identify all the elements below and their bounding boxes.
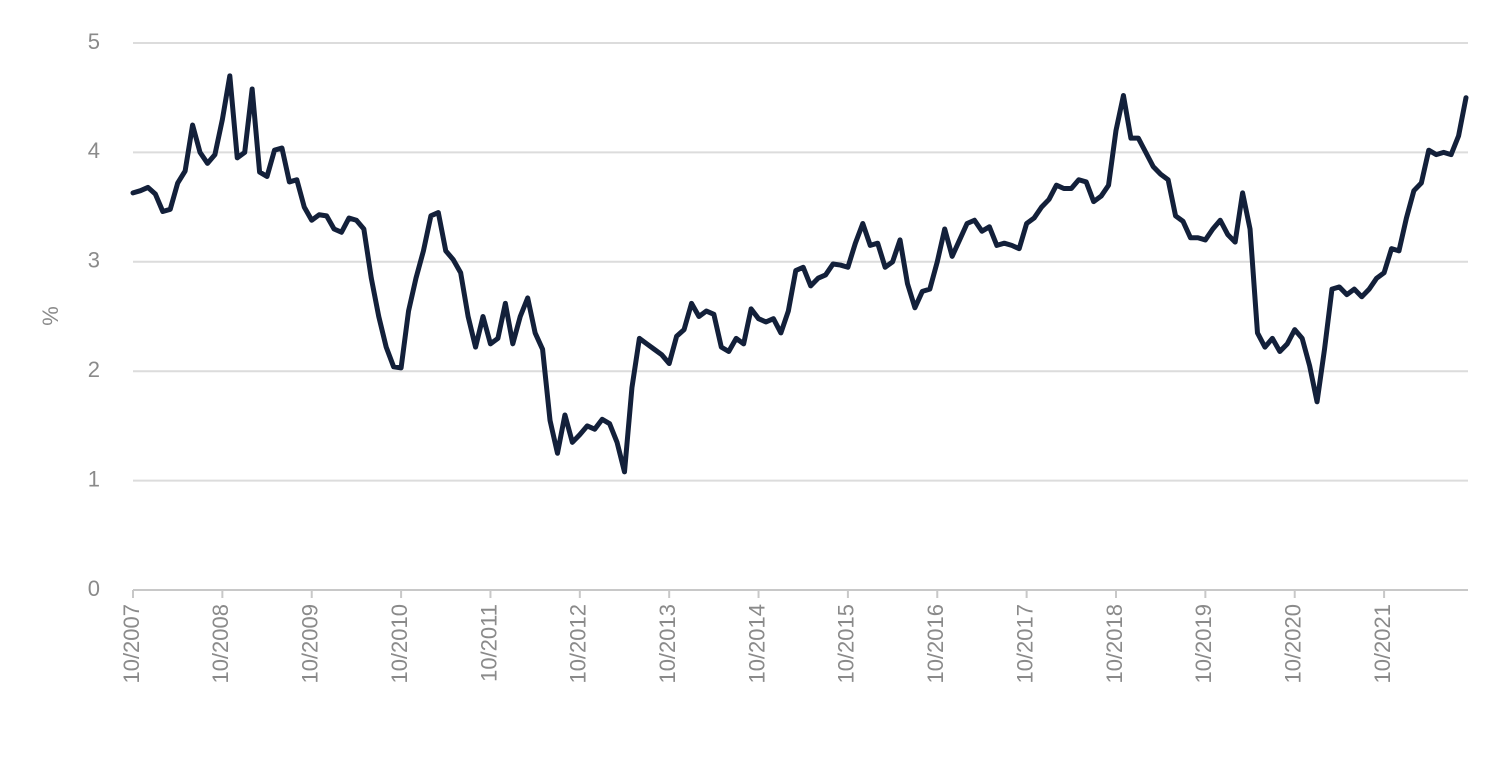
- y-tick-label: 3: [88, 248, 100, 273]
- y-tick-label: 4: [88, 138, 100, 163]
- x-tick-label: 10/2018: [1102, 604, 1127, 684]
- x-tick-label: 10/2012: [566, 604, 591, 684]
- y-axis-label: %: [38, 306, 63, 326]
- x-tick-label: 10/2014: [744, 604, 769, 684]
- x-tick-label: 10/2020: [1281, 604, 1306, 684]
- x-tick-label: 10/2007: [119, 604, 144, 684]
- x-tick-label: 10/2010: [387, 604, 412, 684]
- y-tick-label: 5: [88, 29, 100, 54]
- x-tick-label: 10/2008: [208, 604, 233, 684]
- y-tick-label: 1: [88, 466, 100, 491]
- x-tick-label: 10/2009: [298, 604, 323, 684]
- x-tick-label: 10/2019: [1191, 604, 1216, 684]
- x-tick-label: 10/2016: [923, 604, 948, 684]
- y-tick-label: 0: [88, 576, 100, 601]
- data-line: [130, 73, 1469, 475]
- y-tick-label: 2: [88, 357, 100, 382]
- x-tick-label: 10/2015: [834, 604, 859, 684]
- x-tick-label: 10/2021: [1370, 604, 1395, 684]
- x-tick-label: 10/2017: [1012, 604, 1037, 684]
- x-tick-label: 10/2011: [476, 604, 501, 682]
- x-tick-label: 10/2013: [655, 604, 680, 684]
